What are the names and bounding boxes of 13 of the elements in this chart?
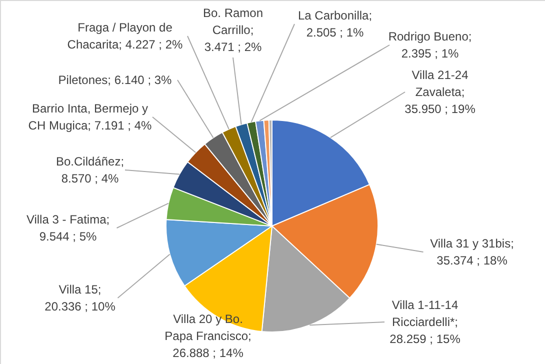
slice-label: Fraga / Playon de Chacarita; 4.227 ; 2%	[67, 20, 184, 52]
slice-label: Villa 21-24 Zavaleta; 35.950 ; 19%	[404, 68, 476, 116]
slice-label: Bo.Cildáñez; 8.570 ; 4%	[56, 154, 124, 186]
slice-label: Villa 31 y 31bis; 35.374 ; 18%	[430, 236, 514, 268]
slice-label: Villa 20 y Bo. Papa Francisco; 26.888 ; 14%	[164, 312, 252, 360]
slice-label: Bo. Ramon Carrillo; 3.471 ; 2%	[202, 6, 264, 54]
slice-label: Villa 1-11-14 Ricciardelli*; 28.259 ; 15%	[390, 298, 461, 346]
slice-label: Barrio Inta, Bermejo y CH Mugica; 7.191 ; 4%	[28, 102, 152, 132]
slice-label: Villa 3 - Fatima; 9.544 ; 5%	[26, 212, 110, 244]
slice-label: Rodrigo Bueno; 2.395 ; 1%	[388, 30, 472, 60]
slice-label: Villa 15; 20.336 ; 10%	[44, 282, 116, 314]
slice-label: Piletones; 6.140 ; 3%	[58, 73, 172, 87]
slice-label: La Carbonilla; 2.505 ; 1%	[298, 8, 372, 40]
